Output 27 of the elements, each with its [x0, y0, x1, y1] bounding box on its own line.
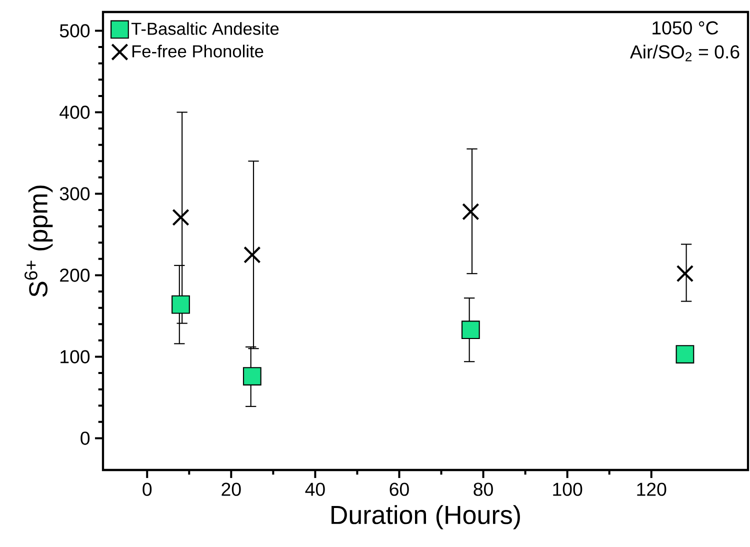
y-axis-title: S$^{6+}$ (ppm): [24, 186, 53, 297]
point: [172, 295, 190, 314]
legend-label: Fe-free Phonolite: [132, 44, 264, 58]
point: [676, 345, 694, 364]
y-tick-label: 0: [80, 432, 90, 445]
y-tick-label: 500: [60, 24, 90, 38]
x-axis-title: Duration (Hours): [332, 505, 520, 530]
x-tick-label: 80: [474, 482, 493, 496]
point: [462, 203, 480, 220]
annotation: Air/SO$_{2}$ = 0.6: [630, 44, 740, 62]
x-tick-label: 0: [142, 482, 152, 496]
y-tick-label: 400: [60, 106, 90, 119]
point: [676, 264, 694, 282]
x-tick-label: 40: [305, 482, 325, 496]
x-tick-label: 20: [222, 482, 241, 496]
point: [244, 246, 261, 264]
point: [461, 320, 480, 340]
x-tick-label: 60: [390, 482, 409, 496]
x-tick-label: 120: [637, 482, 666, 496]
y-tick-label: 300: [60, 187, 90, 200]
point: [172, 208, 190, 226]
legend-label: T-Basaltic Andesite: [131, 22, 279, 35]
y-tick-label: 200: [60, 268, 90, 282]
x-tick-label: 100: [553, 482, 582, 496]
y-tick-label: 100: [60, 350, 90, 364]
annotation: 1050 °C: [652, 21, 718, 35]
point: [242, 367, 262, 386]
